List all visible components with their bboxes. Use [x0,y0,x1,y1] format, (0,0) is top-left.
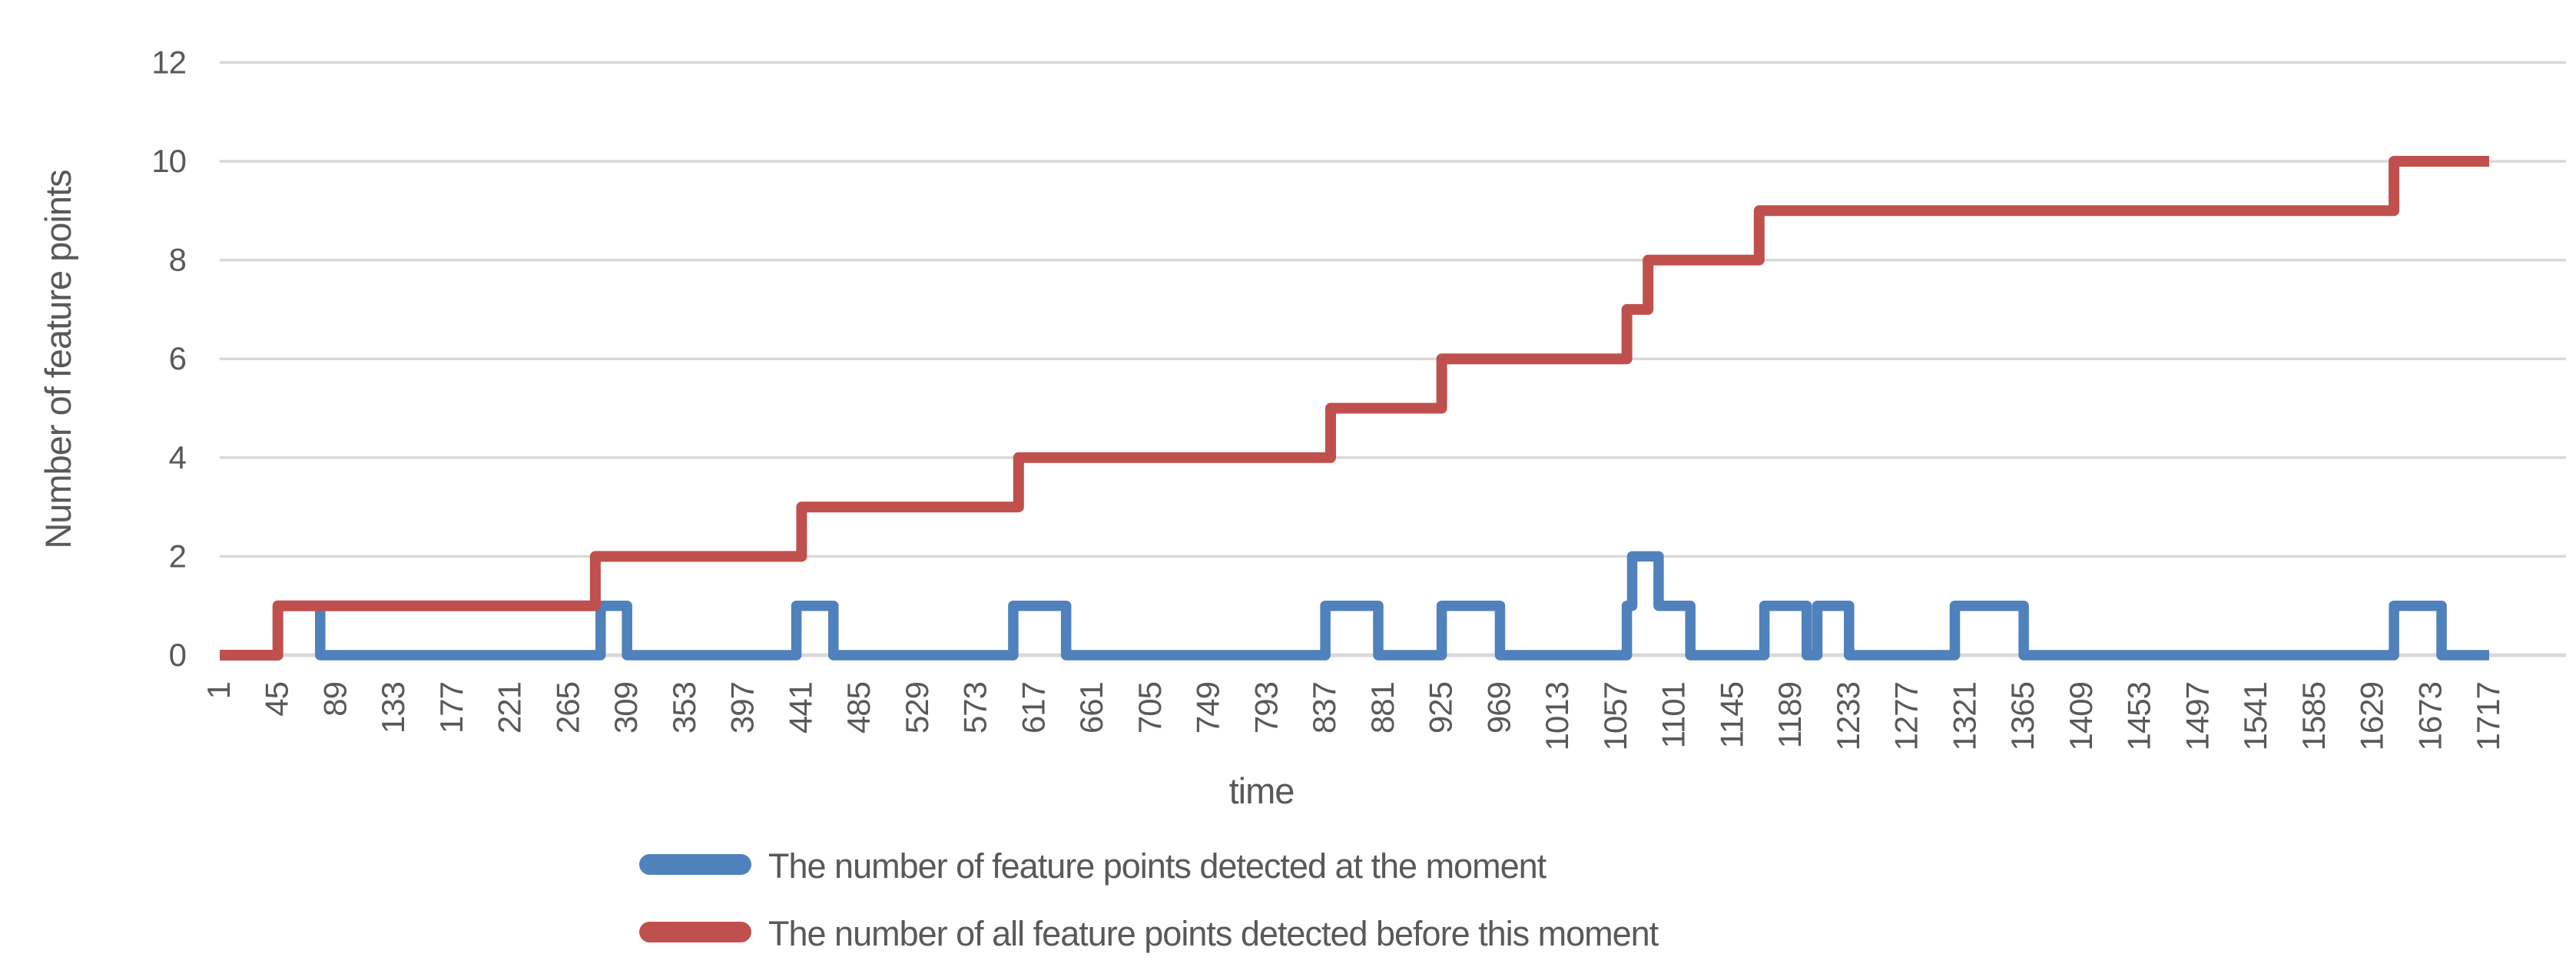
x-tick-label: 133 [375,682,411,734]
x-tick-label: 1057 [1597,682,1633,750]
x-tick-label: 45 [259,682,295,717]
x-tick-label: 1453 [2121,682,2157,750]
x-tick-label: 749 [1190,682,1226,734]
x-tick-label: 177 [433,682,469,734]
y-axis-tick-labels: 0 2 4 6 8 10 12 [151,44,187,673]
x-tick-label: 1101 [1656,682,1692,748]
y-tick-label: 12 [151,44,186,80]
x-tick-label: 1277 [1888,682,1925,750]
x-tick-label: 441 [782,682,818,734]
x-tick-label: 485 [840,682,877,734]
x-tick-label: 837 [1306,682,1342,734]
x-axis-tick-labels: 1 45 89 133 177 221 265 309 353 397 441 485 529 573 61… [201,682,2506,750]
x-tick-label: 221 [492,682,528,734]
x-tick-label: 969 [1480,682,1517,734]
x-tick-label: 661 [1073,682,1109,734]
y-tick-label: 10 [151,143,186,179]
x-tick-label: 1409 [2063,682,2099,750]
y-axis-title: Number of feature points [38,170,78,548]
x-tick-label: 309 [608,682,644,734]
x-tick-label: 1673 [2412,682,2448,750]
series-lines [220,156,2489,661]
x-tick-label: 1541 [2237,682,2273,750]
x-tick-label: 793 [1248,682,1284,734]
x-tick-label: 89 [317,682,353,717]
x-tick-label: 1629 [2354,682,2390,750]
x-tick-label: 1497 [2179,682,2215,750]
x-tick-label: 881 [1364,682,1401,734]
y-tick-label: 6 [169,340,186,376]
series-line-red [220,156,2489,661]
gridlines [220,61,2566,657]
legend-label-red: The number of all feature points detecte… [768,914,1659,953]
x-tick-label: 1013 [1539,682,1575,750]
x-tick-label: 265 [549,682,585,734]
x-tick-label: 1145 [1713,682,1749,748]
x-tick-label: 353 [666,682,702,734]
x-tick-label: 1321 [1946,682,1982,750]
x-tick-label: 529 [899,682,935,734]
x-tick-label: 1189 [1772,682,1808,748]
legend-swatch-red [639,922,751,942]
x-tick-label: 1585 [2296,682,2332,750]
x-tick-label: 925 [1423,682,1459,734]
x-tick-label: 397 [724,682,761,734]
legend: The number of feature points detected at… [639,846,1660,953]
x-tick-label: 1 [201,682,237,699]
legend-swatch-blue [639,854,751,875]
y-tick-label: 0 [169,637,186,673]
x-axis-title: time [1229,770,1295,811]
x-tick-label: 705 [1132,682,1168,734]
x-tick-label: 573 [957,682,993,734]
x-tick-label: 1365 [2004,682,2041,750]
y-tick-label: 2 [169,538,186,574]
y-tick-label: 8 [169,242,186,278]
y-tick-label: 4 [169,439,187,475]
x-tick-label: 1233 [1830,682,1866,750]
x-tick-label: 1717 [2470,682,2506,750]
x-tick-label: 617 [1015,682,1051,734]
legend-label-blue: The number of feature points detected at… [768,846,1547,886]
series-line-blue [220,551,2489,661]
